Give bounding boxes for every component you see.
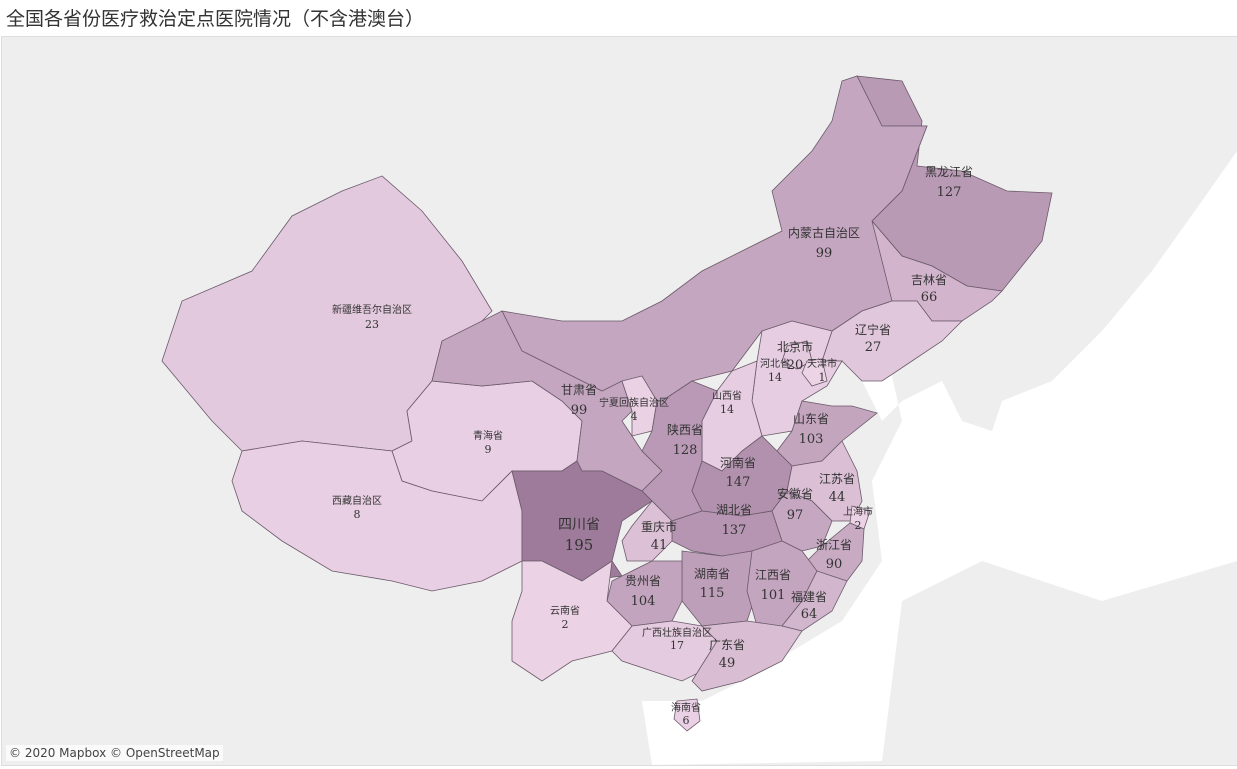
province-name-label: 福建省	[791, 589, 827, 604]
province-value-label: 27	[865, 340, 882, 355]
province-name-label: 山东省	[793, 412, 829, 426]
province-value-label: 104	[631, 594, 656, 609]
province-name-label: 河北省	[760, 357, 790, 370]
province-region[interactable]	[673, 698, 701, 732]
map-attribution: © 2020 Mapbox © OpenStreetMap	[6, 745, 223, 761]
province-name-label: 天津市	[807, 357, 837, 370]
province-value-label: 64	[801, 607, 818, 622]
province-name-label: 广西壮族自治区	[642, 626, 712, 639]
province-value-label: 4	[631, 410, 638, 423]
province-name-label: 西藏自治区	[332, 494, 382, 507]
province-name-label: 宁夏回族自治区	[599, 396, 669, 409]
province-name-label: 浙江省	[816, 538, 852, 552]
province-name-label: 重庆市	[641, 519, 677, 534]
province-name-label: 湖北省	[716, 502, 752, 517]
province-name-label: 广东省	[709, 638, 745, 652]
province-name-label: 河南省	[720, 455, 756, 470]
province-name-label: 四川省	[558, 517, 600, 533]
province-name-label: 贵州省	[625, 574, 661, 588]
province-value-label: 99	[816, 246, 833, 261]
province-name-label: 云南省	[550, 604, 580, 617]
province-value-label: 2	[855, 519, 862, 532]
province-value-label: 49	[719, 656, 736, 671]
province-name-label: 海南省	[671, 701, 701, 714]
province-value-label: 23	[365, 318, 379, 331]
province-name-label: 吉林省	[911, 273, 947, 287]
province-name-label: 青海省	[473, 429, 503, 442]
province-value-label: 90	[826, 557, 843, 572]
province-value-label: 195	[565, 536, 594, 554]
province-name-label: 甘肃省	[561, 383, 597, 397]
province-name-label: 安徽省	[777, 486, 813, 501]
province-name-label: 江西省	[755, 568, 791, 582]
province-name-label: 新疆维吾尔自治区	[332, 303, 412, 316]
province-value-label: 97	[787, 508, 804, 523]
province-value-label: 128	[673, 443, 698, 458]
province-value-label: 9	[485, 443, 492, 456]
province-value-label: 14	[720, 403, 734, 416]
province-value-label: 17	[670, 639, 684, 652]
province-value-label: 99	[571, 403, 588, 418]
province-name-label: 黑龙江省	[925, 165, 973, 179]
province-value-label: 103	[799, 432, 824, 447]
province-region[interactable]	[621, 500, 673, 562]
province-value-label: 127	[937, 185, 962, 200]
page-title: 全国各省份医疗救治定点医院情况（不含港澳台）	[6, 8, 425, 30]
province-region[interactable]	[611, 620, 718, 682]
province-name-label: 陕西省	[667, 422, 703, 437]
province-name-label: 上海市	[843, 505, 873, 518]
province-name-label: 辽宁省	[855, 322, 891, 337]
province-name-label: 湖南省	[694, 566, 730, 581]
province-value-label: 6	[683, 714, 690, 727]
province-name-label: 北京市	[777, 339, 813, 354]
province-region[interactable]	[691, 620, 803, 692]
choropleth-map[interactable]: 黑龙江省127内蒙古自治区99吉林省66辽宁省27北京市20河北省14天津市1山…	[2, 37, 1237, 765]
province-value-label: 115	[700, 586, 725, 601]
province-name-label: 江苏省	[819, 472, 855, 486]
map[interactable]: 黑龙江省 127 内蒙古自治区 99 吉林省 66 辽宁省 27 北京市 20 河北省 14 天津市 1 山…	[1, 36, 1237, 766]
province-value-label: 20	[787, 358, 804, 373]
province-value-label: 66	[921, 290, 938, 305]
province-value-label: 41	[651, 538, 668, 553]
province-value-label: 8	[354, 508, 361, 521]
province-value-label: 2	[562, 618, 569, 631]
province-value-label: 147	[726, 475, 751, 490]
province-value-label: 14	[768, 371, 782, 384]
province-value-label: 101	[761, 588, 786, 603]
province-value-label: 137	[722, 523, 747, 538]
province-name-label: 内蒙古自治区	[788, 225, 860, 240]
province-region[interactable]	[801, 358, 828, 387]
province-name-label: 山西省	[712, 389, 742, 402]
province-value-label: 1	[819, 371, 826, 384]
province-value-label: 44	[829, 490, 846, 505]
